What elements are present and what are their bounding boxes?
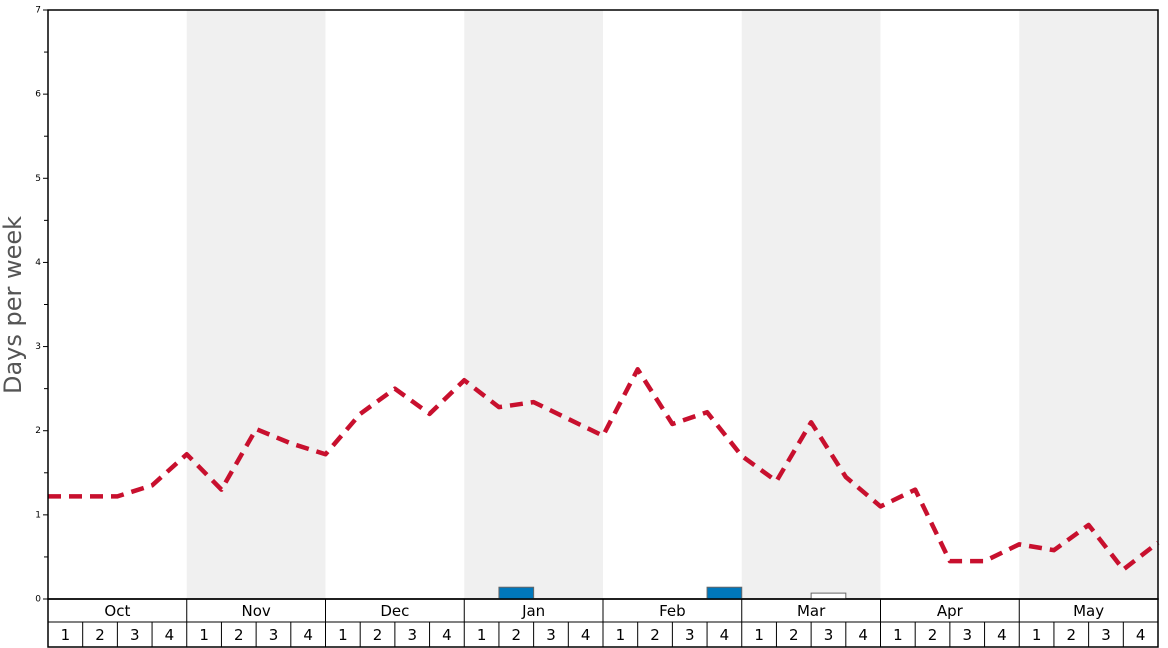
week-label: 2 xyxy=(95,626,105,644)
week-label: 3 xyxy=(269,626,279,644)
y-tick-label: 2 xyxy=(35,426,41,436)
week-label: 2 xyxy=(789,626,799,644)
week-label: 1 xyxy=(754,626,764,644)
month-label: Feb xyxy=(659,602,686,620)
month-shade xyxy=(464,10,603,599)
week-label: 4 xyxy=(858,626,868,644)
week-label: 4 xyxy=(442,626,452,644)
y-axis-label: Days per week xyxy=(0,216,27,394)
week-label: 4 xyxy=(720,626,730,644)
week-label: 3 xyxy=(962,626,972,644)
bar xyxy=(498,586,535,600)
week-label: 1 xyxy=(61,626,71,644)
week-label: 3 xyxy=(546,626,556,644)
week-label: 2 xyxy=(650,626,660,644)
week-label: 2 xyxy=(1067,626,1077,644)
y-tick-label: 5 xyxy=(35,174,41,184)
week-label: 3 xyxy=(130,626,140,644)
month-shade xyxy=(1019,10,1158,599)
week-label: 3 xyxy=(685,626,695,644)
month-shade xyxy=(741,10,881,599)
week-label: 1 xyxy=(893,626,903,644)
week-label: 4 xyxy=(581,626,591,644)
y-tick-label: 7 xyxy=(35,6,41,16)
month-label: May xyxy=(1073,602,1104,620)
week-label: 3 xyxy=(407,626,417,644)
month-label: Apr xyxy=(937,602,964,620)
week-label: 3 xyxy=(1101,626,1111,644)
week-label: 1 xyxy=(338,626,348,644)
week-label: 1 xyxy=(1032,626,1042,644)
data-line xyxy=(48,367,1160,572)
month-label: Oct xyxy=(104,602,130,620)
y-tick-label: 6 xyxy=(35,90,41,100)
week-label: 1 xyxy=(477,626,487,644)
month-shade xyxy=(186,10,326,599)
week-label: 4 xyxy=(165,626,175,644)
week-label: 2 xyxy=(928,626,938,644)
week-label: 1 xyxy=(616,626,626,644)
month-label: Mar xyxy=(797,602,826,620)
bar xyxy=(810,592,847,600)
y-tick-label: 3 xyxy=(35,342,41,352)
week-label: 2 xyxy=(234,626,244,644)
y-tick-label: 4 xyxy=(35,258,41,268)
week-label: 2 xyxy=(373,626,383,644)
plot-border xyxy=(47,9,1159,600)
y-tick-label: 0 xyxy=(35,595,41,605)
week-label: 4 xyxy=(1136,626,1146,644)
week-label: 2 xyxy=(512,626,522,644)
month-label: Jan xyxy=(521,602,545,620)
month-label: Nov xyxy=(241,602,270,620)
week-label: 4 xyxy=(997,626,1007,644)
month-label: Dec xyxy=(380,602,409,620)
week-label: 4 xyxy=(303,626,313,644)
bar xyxy=(706,586,743,600)
week-label: 3 xyxy=(824,626,834,644)
y-tick-label: 1 xyxy=(35,510,41,520)
week-label: 1 xyxy=(199,626,209,644)
